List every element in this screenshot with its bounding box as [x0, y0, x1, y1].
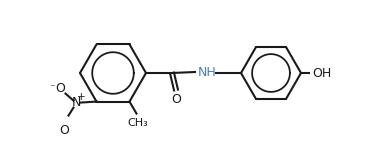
Text: O: O: [171, 93, 181, 106]
Text: NH: NH: [198, 66, 217, 78]
Text: +: +: [77, 92, 86, 102]
Text: O: O: [60, 124, 69, 137]
Text: O: O: [56, 82, 65, 95]
Text: ⁻: ⁻: [49, 84, 54, 94]
Text: CH₃: CH₃: [127, 118, 148, 128]
Text: N: N: [72, 96, 81, 109]
Text: OH: OH: [312, 66, 331, 80]
